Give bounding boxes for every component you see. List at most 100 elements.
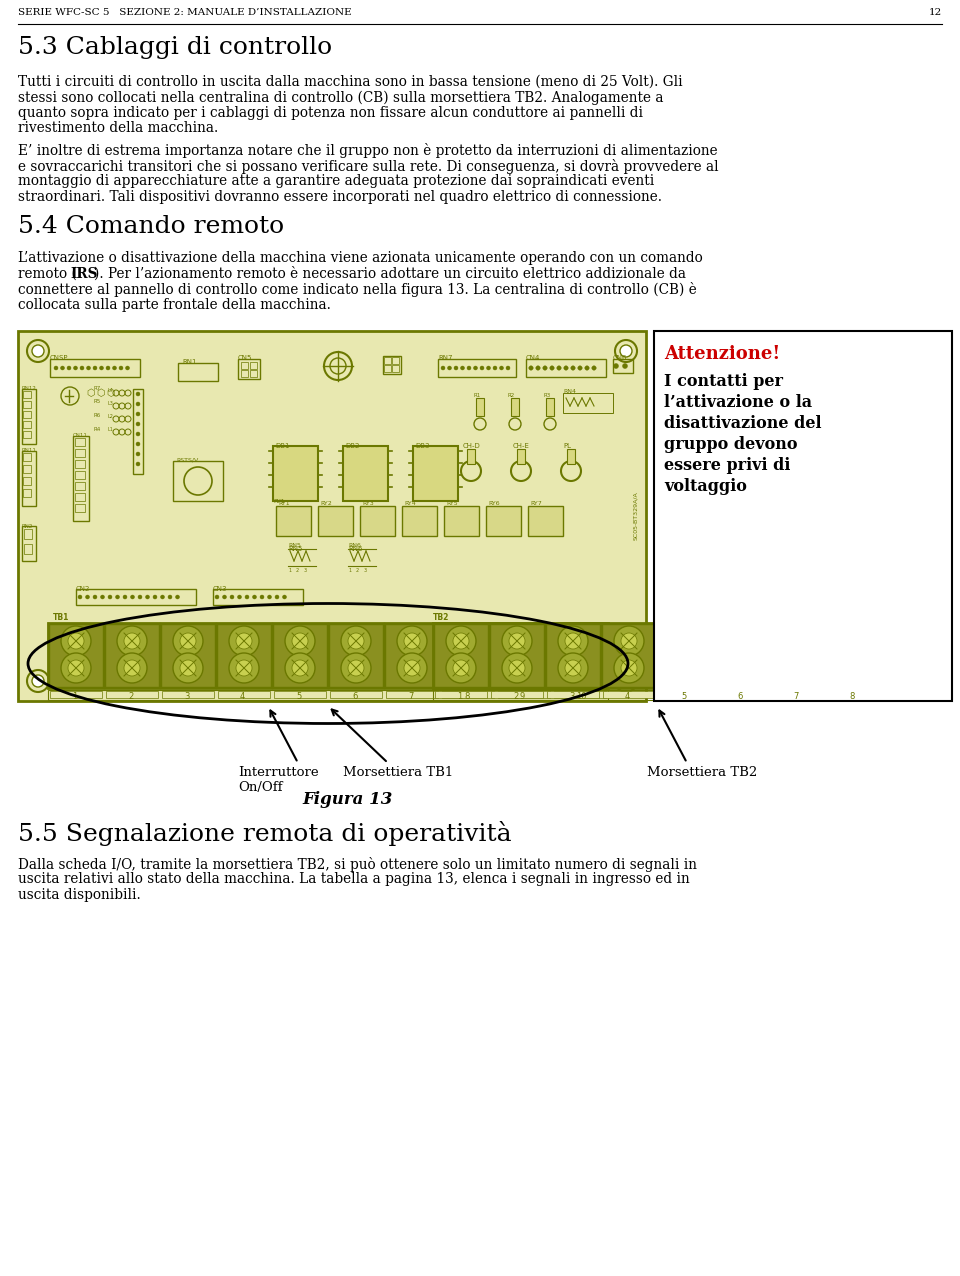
Circle shape	[474, 419, 486, 430]
Text: R5: R5	[93, 399, 100, 404]
Text: voltaggio: voltaggio	[664, 478, 747, 495]
Text: ⬡: ⬡	[106, 388, 114, 398]
Circle shape	[670, 627, 700, 656]
Text: 7: 7	[408, 692, 414, 701]
Text: 5.5 Segnalazione remota di operatività: 5.5 Segnalazione remota di operatività	[18, 820, 512, 846]
Bar	[50, 692, 102, 698]
Circle shape	[292, 660, 308, 676]
Text: RN5: RN5	[288, 544, 300, 547]
Circle shape	[558, 653, 588, 683]
Circle shape	[108, 595, 112, 598]
Circle shape	[447, 366, 451, 370]
Circle shape	[789, 633, 805, 649]
Bar	[75, 449, 85, 457]
Text: essere privi di: essere privi di	[664, 457, 790, 473]
Bar	[23, 489, 31, 496]
Circle shape	[585, 366, 589, 370]
Bar	[213, 590, 303, 605]
Text: 12: 12	[928, 8, 942, 17]
Circle shape	[509, 419, 521, 430]
Circle shape	[516, 660, 532, 676]
Bar	[441, 624, 495, 686]
Bar	[384, 357, 391, 364]
Bar	[770, 624, 824, 686]
Text: stessi sono collocati nella centralina di controllo (CB) sulla morsettiera TB2. : stessi sono collocati nella centralina d…	[18, 91, 663, 105]
Text: RY6: RY6	[488, 501, 499, 507]
Circle shape	[453, 633, 469, 649]
Circle shape	[74, 366, 78, 370]
Bar	[497, 624, 551, 686]
Text: Dalla scheda I/O, tramite la morsettiera TB2, si può ottenere solo un limitato n: Dalla scheda I/O, tramite la morsettiera…	[18, 857, 697, 872]
Circle shape	[578, 366, 582, 370]
Circle shape	[168, 595, 172, 598]
Text: TB1: TB1	[53, 612, 69, 621]
Circle shape	[260, 595, 264, 598]
Bar	[162, 692, 214, 698]
Text: RY1: RY1	[273, 499, 284, 504]
Circle shape	[136, 402, 140, 406]
Bar	[273, 624, 327, 686]
Text: CH-D: CH-D	[463, 443, 481, 449]
Circle shape	[782, 627, 812, 656]
Text: uscita disponibili.: uscita disponibili.	[18, 888, 141, 902]
Text: 4: 4	[240, 692, 245, 701]
Bar	[75, 438, 85, 447]
Bar	[23, 401, 31, 408]
Bar	[18, 330, 646, 701]
Text: 5.3 Cablaggi di controllo: 5.3 Cablaggi di controllo	[18, 36, 332, 59]
Circle shape	[460, 633, 476, 649]
Bar	[329, 624, 383, 686]
Circle shape	[473, 366, 477, 370]
Circle shape	[397, 653, 427, 683]
Circle shape	[268, 595, 272, 598]
Circle shape	[229, 627, 259, 656]
Text: montaggio di apparecchiature atte a garantire adeguata protezione dai sopraindic: montaggio di apparecchiature atte a gara…	[18, 174, 655, 188]
Circle shape	[117, 653, 147, 683]
Circle shape	[54, 366, 58, 370]
Bar	[276, 507, 311, 536]
Bar	[433, 690, 881, 701]
Circle shape	[348, 660, 364, 676]
Circle shape	[453, 660, 469, 676]
Circle shape	[614, 653, 644, 683]
Text: 1: 1	[348, 568, 351, 573]
Text: CN2: CN2	[76, 586, 90, 592]
Circle shape	[100, 366, 104, 370]
Bar	[75, 471, 85, 478]
Bar	[827, 692, 879, 698]
Circle shape	[136, 412, 140, 416]
Text: E’ inoltre di estrema importanza notare che il gruppo non è protetto da interruz: E’ inoltre di estrema importanza notare …	[18, 143, 718, 158]
Circle shape	[136, 452, 140, 456]
Bar	[658, 624, 712, 686]
Bar	[343, 447, 388, 501]
Bar	[467, 449, 475, 464]
Bar	[178, 362, 218, 382]
Text: gruppo devono: gruppo devono	[664, 436, 798, 453]
Circle shape	[506, 366, 510, 370]
Bar	[476, 398, 484, 416]
Text: 3: 3	[364, 568, 367, 573]
Circle shape	[446, 653, 476, 683]
Text: rivestimento della macchina.: rivestimento della macchina.	[18, 121, 218, 135]
Bar	[567, 449, 575, 464]
Text: straordinari. Tali dispositivi dovranno essere incorporati nel quadro elettrico : straordinari. Tali dispositivi dovranno …	[18, 190, 662, 203]
Text: 1: 1	[457, 692, 463, 701]
Circle shape	[509, 627, 539, 656]
Bar	[613, 359, 633, 373]
Circle shape	[68, 660, 84, 676]
Circle shape	[591, 366, 596, 370]
Circle shape	[285, 627, 315, 656]
Circle shape	[404, 660, 420, 676]
Circle shape	[615, 339, 637, 362]
Bar	[490, 624, 544, 686]
Bar	[715, 692, 767, 698]
Text: Morsettiera TB2: Morsettiera TB2	[647, 766, 757, 780]
Text: 10: 10	[576, 692, 587, 701]
Text: 3: 3	[569, 692, 574, 701]
Circle shape	[136, 441, 140, 447]
Circle shape	[441, 366, 445, 370]
Bar	[273, 447, 318, 501]
Circle shape	[499, 366, 503, 370]
Circle shape	[285, 653, 315, 683]
Circle shape	[565, 653, 595, 683]
